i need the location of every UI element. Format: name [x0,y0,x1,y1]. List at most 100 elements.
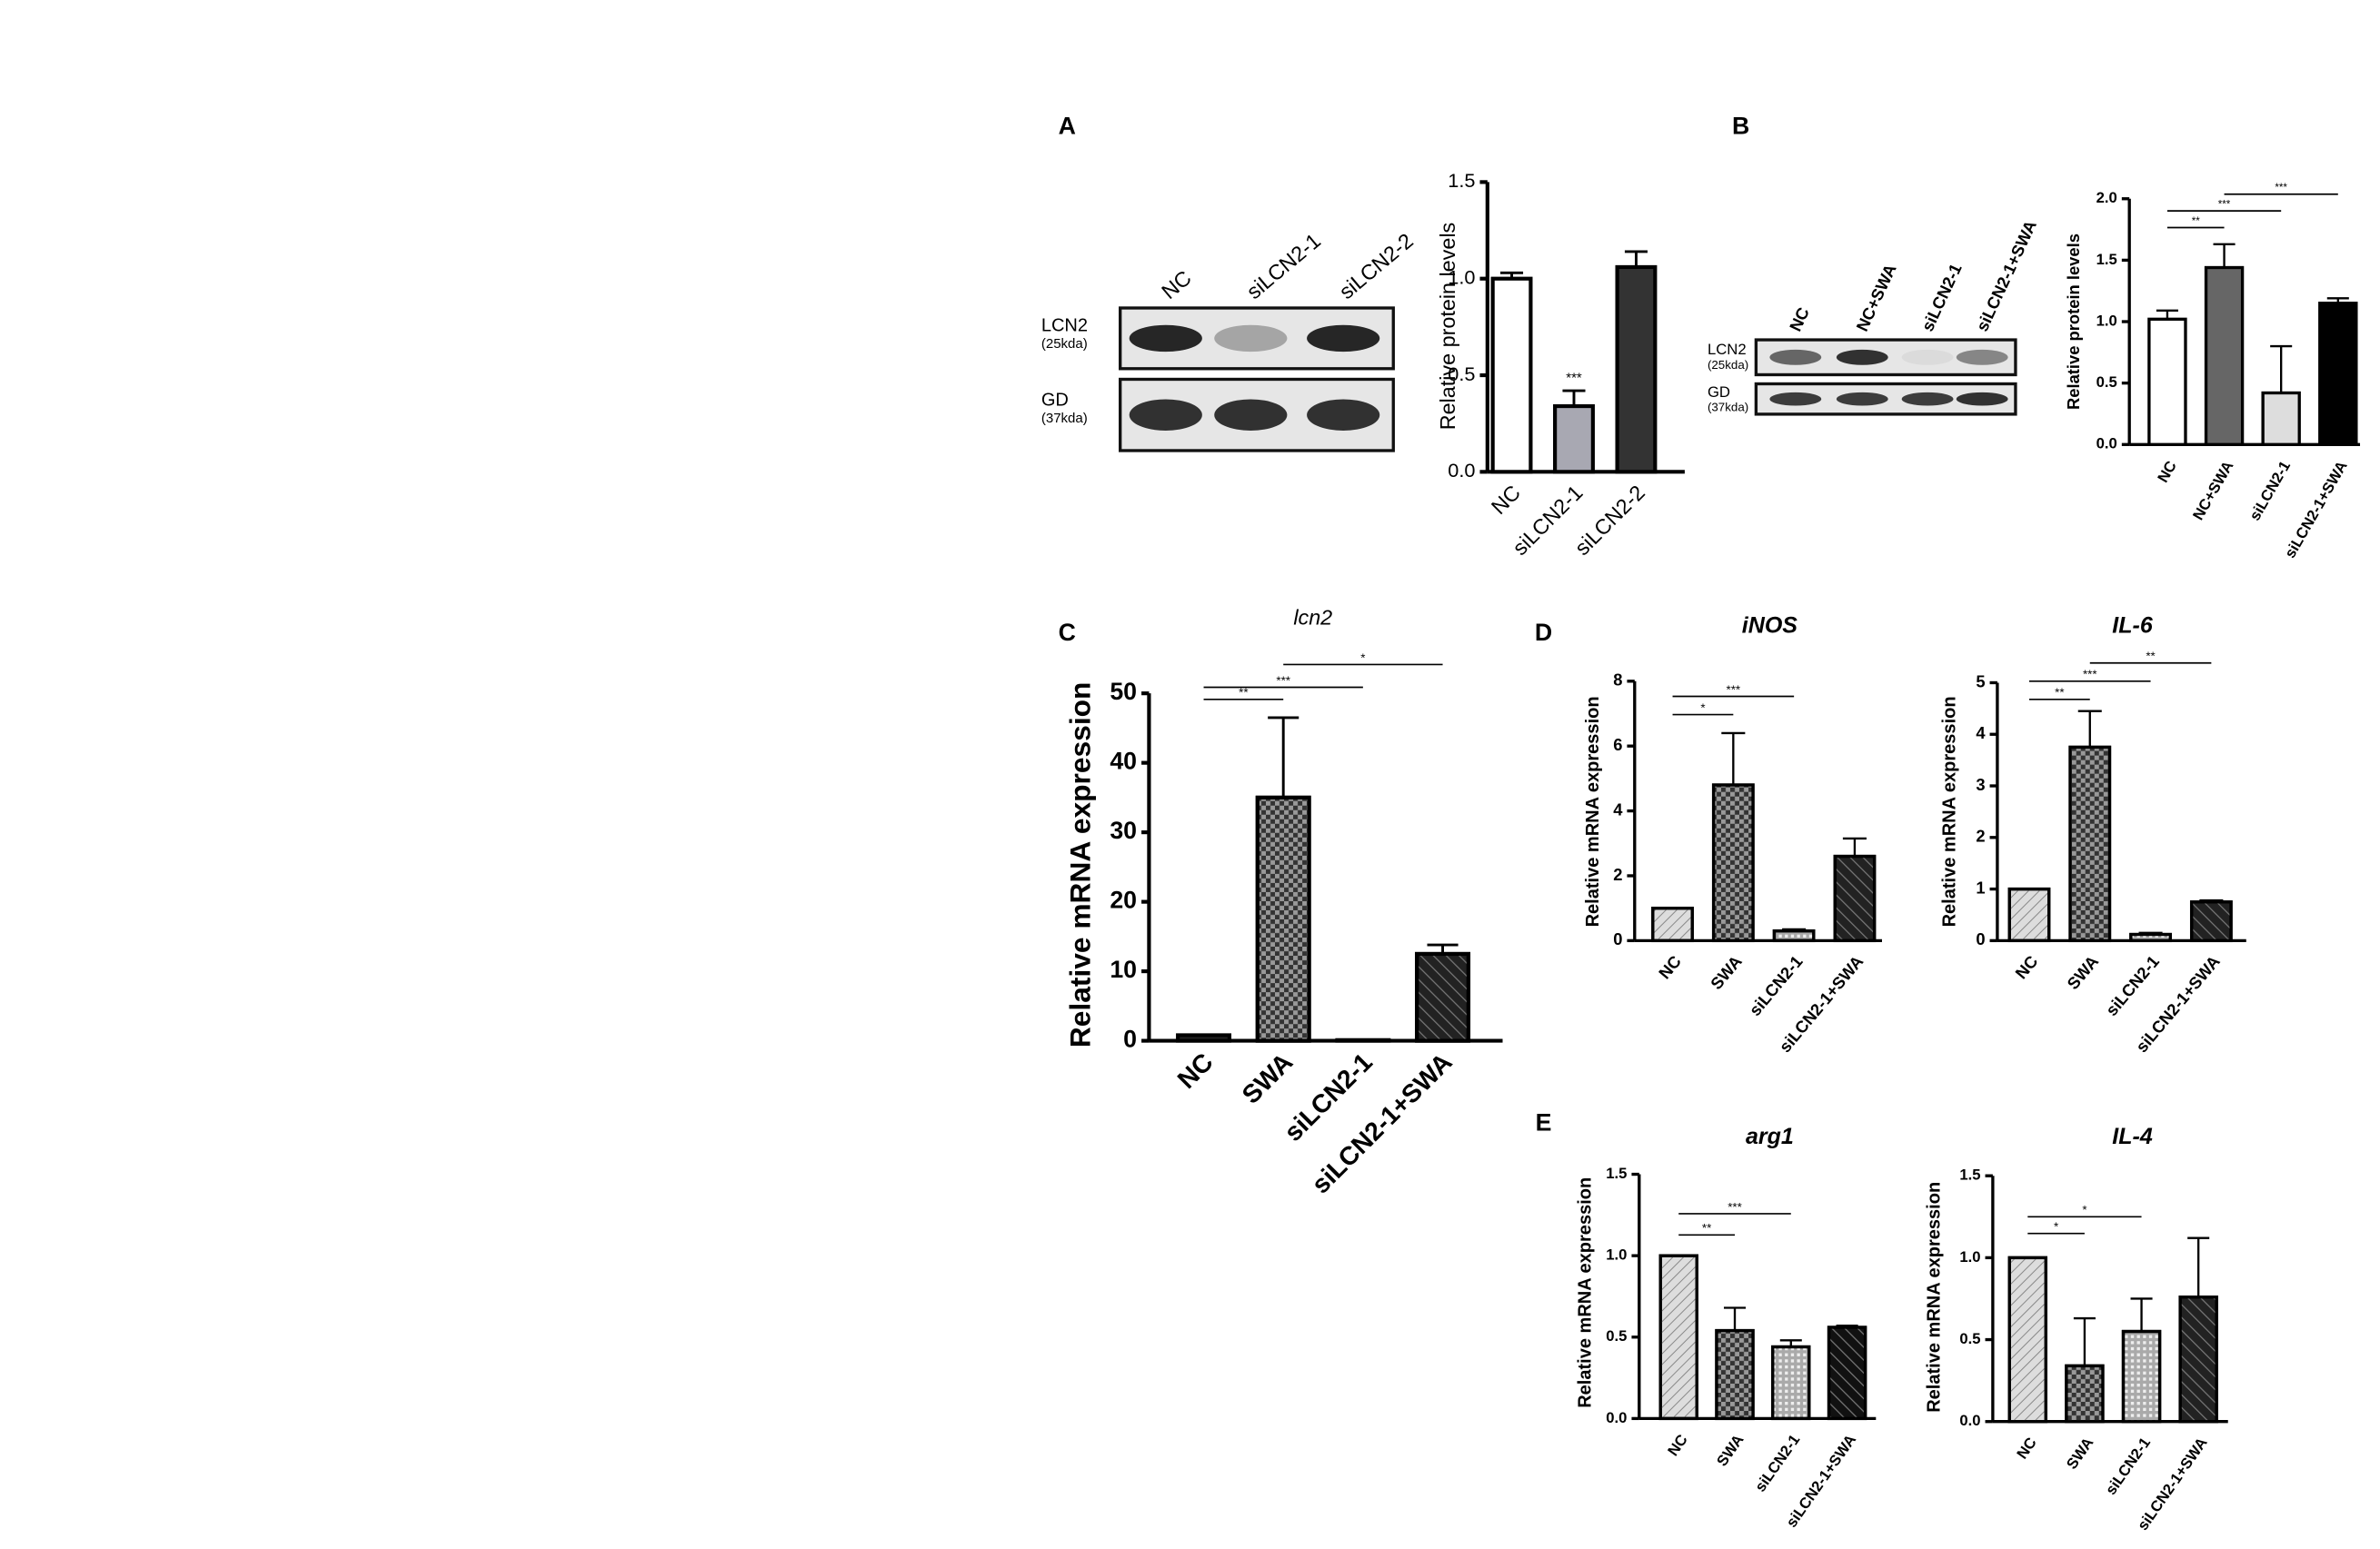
x-tick-label: siLCN2-1 [1751,1431,1803,1494]
significance-label: ** [2055,686,2064,700]
panel-label: C [1059,619,1076,646]
significance-label: ** [2146,650,2155,663]
lane-label: siLCN2-1 [1917,261,1966,334]
bar [1553,403,1595,474]
y-tick-label: 0.5 [1606,1327,1627,1345]
blot-band [1956,392,2008,406]
y-tick-label: 4 [1976,723,1986,742]
significance-label: *** [2218,199,2231,211]
blot-band [1769,349,1822,365]
y-axis-label: Relative mRNA expression [1063,682,1096,1048]
x-tick-label: NC+SWA [2189,458,2236,523]
blot-band [1214,399,1288,431]
bar-pattern [2129,932,2172,943]
y-axis-label: Relative protein levels [1436,223,1459,431]
bar-annotation: *** [1566,371,1582,386]
y-tick-label: 0.5 [1448,362,1475,385]
blot-band [1214,324,1288,352]
bar-pattern [1772,928,1816,943]
chart-title: iNOS [1742,612,1798,638]
bar-pattern [2178,1295,2218,1424]
panel-label: B [1732,112,1749,139]
x-tick-label: siLCN2-1 [2102,952,2163,1019]
y-tick-label: 8 [1613,670,1622,690]
significance-label: * [2082,1203,2086,1216]
lane-label: siLCN2-2 [1335,229,1418,304]
y-tick-label: 50 [1110,678,1137,705]
chart-title: IL-6 [2112,612,2154,638]
chart-title: arg1 [1746,1124,1794,1149]
blot-band [1956,349,2008,365]
y-tick-label: 3 [1976,775,1985,794]
bar-pattern [1827,1326,1867,1421]
bar-pattern [2068,745,2112,943]
y-tick-label: 1.5 [1606,1165,1627,1182]
y-tick-label: 30 [1110,817,1137,844]
y-axis-label: Relative mRNA expression [1576,1177,1596,1408]
y-tick-label: 4 [1613,799,1623,819]
significance-label: ** [1239,686,1248,700]
x-tick-label: siLCN2-1 [2246,458,2295,523]
x-tick-label: SWA [2063,952,2102,994]
chart-title: lcn2 [1293,606,1332,630]
row-label: GD [1041,390,1069,410]
x-tick-label: SWA [2063,1435,2096,1473]
bar [2147,317,2187,446]
row-label: GD [1708,383,1730,401]
panel-label: D [1535,619,1552,646]
chart-title: IL-4 [2112,1124,2153,1149]
significance-label: ** [1702,1221,1711,1235]
bar-pattern [1651,906,1694,943]
bar [2318,302,2358,446]
x-tick-label: NC [2154,458,2180,485]
significance-label: *** [2083,668,2097,681]
bar-pattern [1711,783,1755,943]
panel-label: E [1536,1108,1552,1136]
significance-label: * [2054,1220,2058,1234]
x-tick-label: SWA [1237,1048,1299,1109]
panel-label: A [1059,112,1076,139]
blot-band [1129,399,1202,431]
y-tick-label: 10 [1110,956,1137,983]
y-tick-label: 40 [1110,748,1137,775]
x-tick-label: siLCN2-1 [2102,1435,2154,1498]
x-tick-label: NC [1664,1431,1690,1459]
bar-pattern [2189,900,2233,943]
y-tick-label: 1.0 [2096,312,2117,329]
blot-band [1307,399,1380,431]
x-tick-label: NC [1487,481,1525,519]
y-axis-label: Relative mRNA expression [1583,696,1603,927]
bar [1490,276,1533,474]
significance-label: ** [2192,215,2201,227]
y-tick-label: 1.5 [1959,1167,1980,1184]
significance-label: *** [1727,682,1741,696]
x-tick-label: siLCN2-1 [1745,952,1806,1019]
blot-band [1129,324,1202,352]
lane-label: siLCN2-1+SWA [1972,217,2040,334]
row-label: LCN2 [1708,341,1747,358]
y-tick-label: 1.5 [1448,169,1475,192]
y-tick-label: 0.0 [2096,435,2117,452]
bar-pattern [2007,887,2051,943]
bar-pattern [1771,1345,1811,1421]
y-tick-label: 1.5 [2096,251,2117,268]
significance-label: * [1360,650,1365,664]
y-tick-label: 1.0 [1959,1248,1980,1266]
lane-label: siLCN2-1 [1242,229,1325,304]
y-tick-label: 2 [1976,827,1985,846]
y-tick-label: 5 [1976,671,1985,690]
blot-band [1901,392,1954,406]
y-axis-label: Relative mRNA expression [1925,1182,1945,1413]
bar-pattern [1255,795,1311,1043]
y-tick-label: 0.0 [1606,1409,1627,1426]
x-tick-label: NC [1172,1048,1220,1095]
bar-pattern [1658,1254,1698,1421]
y-tick-label: 0.0 [1959,1412,1980,1429]
significance-label: *** [1728,1200,1742,1214]
y-tick-label: 0 [1123,1026,1137,1053]
blot-band [1901,349,1954,365]
y-tick-label: 0 [1976,929,1985,948]
y-tick-label: 20 [1110,887,1137,914]
